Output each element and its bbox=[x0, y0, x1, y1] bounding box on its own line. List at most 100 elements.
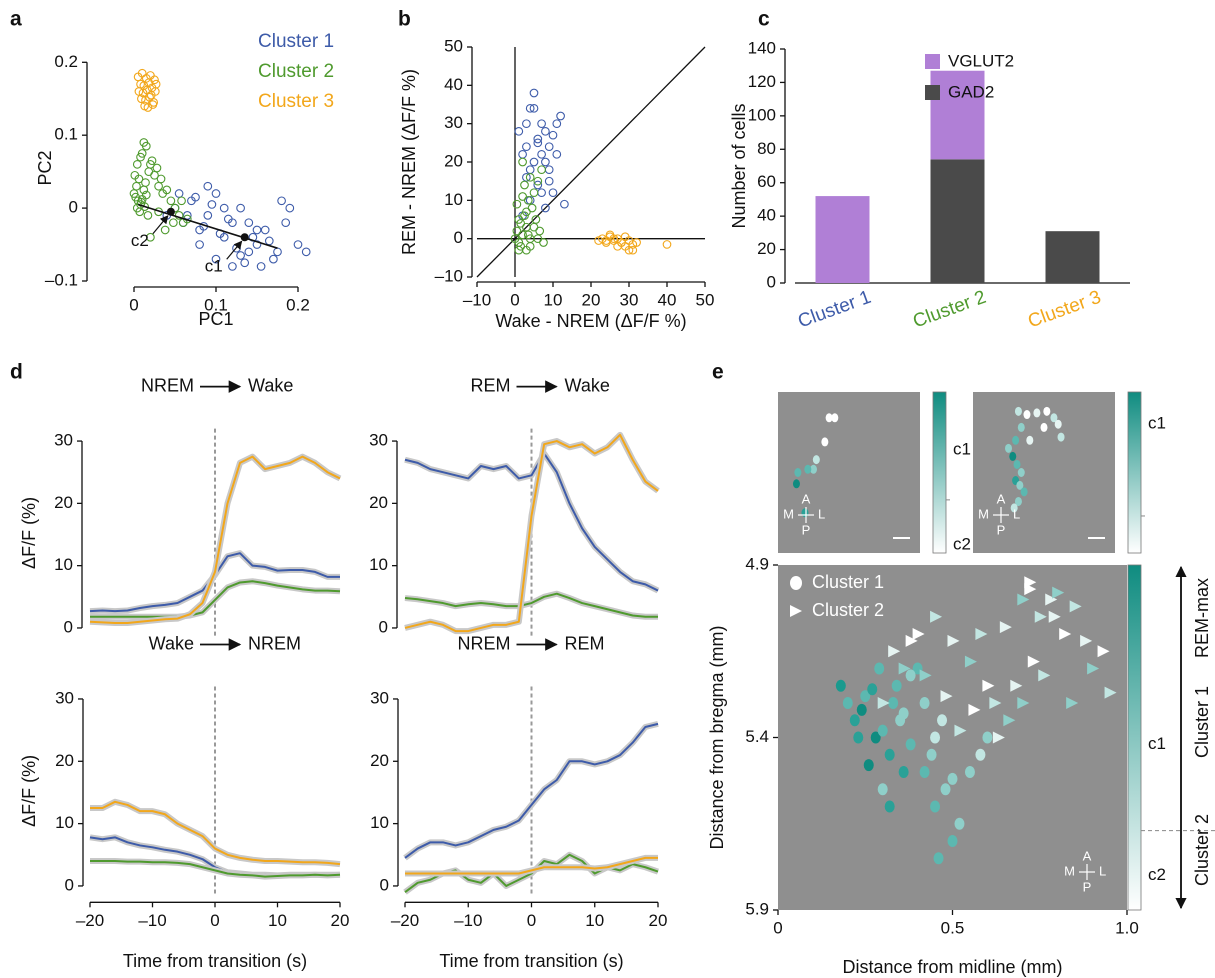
point bbox=[212, 190, 220, 198]
colorbar bbox=[1128, 392, 1141, 553]
point bbox=[542, 158, 550, 166]
cell bbox=[1023, 410, 1030, 419]
compass-label: M bbox=[978, 506, 989, 521]
point bbox=[178, 197, 186, 205]
y-tick-label: 30 bbox=[55, 688, 74, 707]
point bbox=[930, 732, 940, 744]
colorbar-label: c2 bbox=[953, 534, 971, 553]
point bbox=[538, 120, 546, 128]
y-tick-label: 40 bbox=[757, 206, 776, 225]
cell bbox=[1058, 433, 1065, 442]
point bbox=[538, 189, 546, 197]
transition-from: REM bbox=[471, 375, 511, 395]
point bbox=[530, 158, 538, 166]
y-tick-label: 80 bbox=[757, 139, 776, 158]
transition-from: NREM bbox=[141, 375, 194, 395]
x-axis-label: Wake - NREM (ΔF/F %) bbox=[495, 311, 686, 331]
point bbox=[843, 697, 853, 709]
x-tick-label: –10 bbox=[454, 911, 482, 930]
compass-label: M bbox=[783, 506, 794, 521]
x-tick-label: 30 bbox=[620, 290, 639, 309]
point bbox=[853, 732, 863, 744]
point bbox=[142, 179, 150, 187]
y-tick-label: 30 bbox=[444, 113, 463, 132]
x-tick-label: Cluster 3 bbox=[1025, 287, 1104, 333]
x-axis-label: Time from transition (s) bbox=[439, 951, 623, 971]
point bbox=[540, 239, 548, 247]
x-axis-label: Distance from midline (mm) bbox=[842, 957, 1062, 977]
legend-label: Cluster 1 bbox=[812, 572, 884, 592]
point bbox=[545, 166, 553, 174]
x-tick-label: 0 bbox=[527, 911, 536, 930]
point bbox=[157, 175, 165, 183]
point bbox=[542, 128, 550, 136]
legend-label: Cluster 3 bbox=[258, 91, 334, 112]
point bbox=[941, 783, 951, 795]
point bbox=[526, 166, 534, 174]
point bbox=[253, 226, 261, 234]
point bbox=[850, 714, 860, 726]
point bbox=[553, 120, 561, 128]
y-tick-label: 0 bbox=[64, 617, 73, 636]
y-axis-label: ΔF/F (%) bbox=[19, 497, 39, 569]
x-tick-label: 40 bbox=[658, 290, 677, 309]
point bbox=[954, 818, 964, 830]
x-tick-label: 10 bbox=[544, 290, 563, 309]
point bbox=[229, 263, 237, 271]
cell bbox=[801, 508, 808, 517]
annotation: c1 bbox=[205, 257, 223, 276]
x-tick-label: 50 bbox=[696, 290, 715, 309]
point bbox=[519, 151, 527, 159]
cell bbox=[1015, 407, 1022, 416]
point bbox=[204, 182, 212, 190]
cell bbox=[1005, 444, 1012, 453]
y-tick-label: 0 bbox=[380, 875, 389, 894]
y-tick-label: 0 bbox=[767, 272, 776, 291]
point bbox=[257, 263, 265, 271]
compass-label: P bbox=[802, 522, 811, 537]
colorbar-label: c1 bbox=[1148, 734, 1166, 753]
point bbox=[930, 801, 940, 813]
compass-label: L bbox=[1013, 506, 1020, 521]
legend-label: Cluster 1 bbox=[258, 31, 334, 52]
colorbar-label: c1 bbox=[953, 439, 971, 458]
point bbox=[282, 219, 290, 227]
point bbox=[920, 766, 930, 778]
point bbox=[519, 158, 527, 166]
point bbox=[294, 241, 302, 249]
point bbox=[965, 766, 975, 778]
point bbox=[857, 704, 867, 716]
point bbox=[144, 212, 152, 220]
point bbox=[208, 201, 216, 209]
y-axis-label: REM - NREM (ΔF/F %) bbox=[399, 69, 419, 255]
transition-to: NREM bbox=[248, 633, 301, 653]
point bbox=[874, 663, 884, 675]
x-tick-label: 20 bbox=[331, 911, 350, 930]
point bbox=[237, 204, 245, 212]
cell bbox=[1033, 408, 1040, 417]
side-label: Cluster 1 bbox=[1192, 686, 1212, 758]
legend-label: Cluster 2 bbox=[258, 61, 334, 82]
transition-from: NREM bbox=[458, 633, 511, 653]
point bbox=[286, 204, 294, 212]
colorbar-label: c1 bbox=[1148, 414, 1166, 433]
point bbox=[899, 707, 909, 719]
point bbox=[948, 773, 958, 785]
point bbox=[878, 725, 888, 737]
y-axis-label: PC2 bbox=[35, 150, 55, 185]
point bbox=[175, 190, 183, 198]
point bbox=[196, 241, 204, 249]
y-tick-label: 100 bbox=[748, 105, 776, 124]
panel-label: e bbox=[712, 361, 724, 384]
transition-to: Wake bbox=[565, 375, 610, 395]
legend-label: Cluster 2 bbox=[812, 600, 884, 620]
colorbar-label: c2 bbox=[1148, 865, 1166, 884]
point bbox=[153, 164, 161, 172]
x-tick-label: –20 bbox=[391, 911, 419, 930]
point bbox=[523, 120, 531, 128]
point bbox=[523, 143, 531, 151]
y-tick-label: 0 bbox=[454, 228, 463, 247]
side-label: Cluster 2 bbox=[1192, 814, 1212, 886]
point bbox=[867, 683, 877, 695]
legend-swatch bbox=[925, 85, 940, 100]
